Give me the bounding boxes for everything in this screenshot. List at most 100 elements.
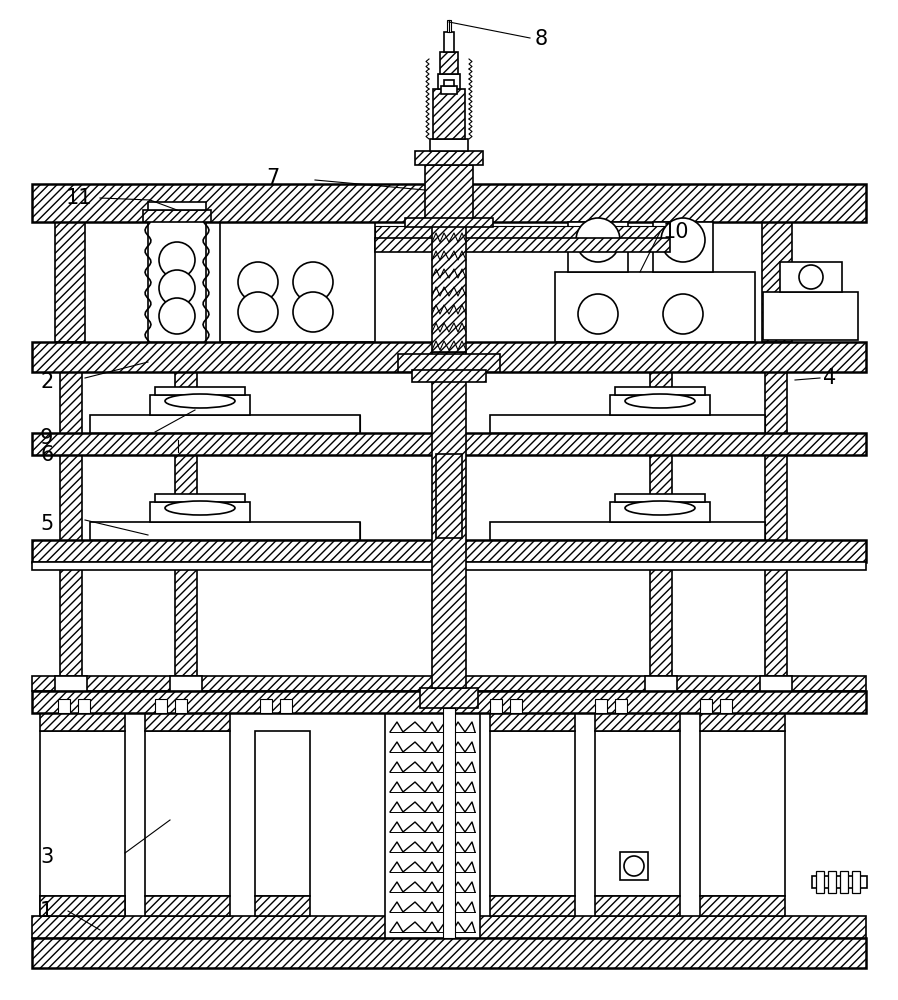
Circle shape bbox=[293, 292, 333, 332]
Text: 8: 8 bbox=[535, 29, 548, 49]
Bar bbox=[615, 699, 627, 713]
Bar bbox=[255, 731, 310, 896]
Bar bbox=[615, 387, 705, 395]
Bar bbox=[32, 184, 866, 222]
Bar bbox=[700, 896, 785, 916]
Bar bbox=[90, 415, 360, 433]
Bar bbox=[405, 218, 493, 227]
Bar bbox=[555, 272, 755, 342]
Bar bbox=[90, 522, 360, 540]
Bar bbox=[765, 366, 787, 676]
Text: 2: 2 bbox=[40, 372, 53, 392]
Circle shape bbox=[159, 242, 195, 278]
Bar bbox=[425, 165, 473, 220]
Text: 7: 7 bbox=[266, 168, 279, 188]
Bar bbox=[145, 896, 230, 916]
Bar bbox=[170, 676, 202, 691]
Bar bbox=[645, 676, 677, 691]
Bar bbox=[490, 522, 765, 540]
Bar bbox=[610, 502, 710, 522]
Bar bbox=[32, 540, 866, 562]
Bar bbox=[32, 938, 866, 968]
Bar bbox=[436, 454, 462, 538]
Bar bbox=[490, 731, 575, 896]
Bar bbox=[440, 52, 458, 74]
Bar bbox=[432, 220, 466, 352]
Bar bbox=[55, 676, 87, 691]
Bar bbox=[510, 699, 522, 713]
Bar bbox=[398, 354, 500, 372]
Bar bbox=[260, 699, 272, 713]
Bar bbox=[595, 896, 680, 916]
Text: 3: 3 bbox=[40, 847, 53, 867]
Bar bbox=[700, 713, 785, 731]
Bar bbox=[493, 731, 572, 896]
Ellipse shape bbox=[165, 501, 235, 515]
Ellipse shape bbox=[625, 394, 695, 408]
Circle shape bbox=[293, 262, 333, 302]
Bar bbox=[720, 699, 732, 713]
Circle shape bbox=[159, 270, 195, 306]
Bar bbox=[32, 342, 866, 372]
Bar bbox=[763, 292, 858, 340]
Bar bbox=[700, 731, 785, 896]
Bar bbox=[490, 415, 765, 433]
Bar bbox=[444, 32, 454, 52]
Circle shape bbox=[578, 294, 618, 334]
Circle shape bbox=[159, 298, 195, 334]
Bar bbox=[32, 433, 866, 455]
Bar bbox=[220, 220, 375, 342]
Bar bbox=[280, 699, 292, 713]
Bar bbox=[433, 89, 465, 139]
Bar bbox=[415, 151, 483, 165]
Text: 11: 11 bbox=[66, 188, 92, 208]
Bar bbox=[568, 222, 628, 272]
Bar bbox=[40, 896, 125, 916]
Bar bbox=[460, 916, 866, 938]
Text: 1: 1 bbox=[40, 901, 53, 921]
Bar bbox=[148, 220, 206, 342]
Bar bbox=[175, 699, 187, 713]
Bar bbox=[444, 80, 454, 86]
Bar bbox=[650, 366, 672, 676]
Bar bbox=[595, 699, 607, 713]
Bar bbox=[40, 896, 125, 916]
Bar bbox=[40, 713, 125, 731]
Bar bbox=[828, 871, 836, 893]
Bar bbox=[78, 699, 90, 713]
Bar bbox=[255, 896, 310, 916]
Bar bbox=[595, 731, 680, 896]
Bar bbox=[762, 222, 792, 342]
Text: 4: 4 bbox=[823, 368, 836, 388]
Bar bbox=[155, 699, 167, 713]
Text: 5: 5 bbox=[40, 514, 53, 534]
Bar bbox=[155, 494, 245, 502]
Bar bbox=[148, 731, 227, 896]
Bar bbox=[375, 238, 670, 252]
Bar bbox=[620, 852, 648, 880]
Circle shape bbox=[576, 218, 620, 262]
Circle shape bbox=[238, 292, 278, 332]
Bar bbox=[490, 699, 502, 713]
Bar bbox=[615, 494, 705, 502]
Bar bbox=[852, 871, 860, 893]
Bar bbox=[40, 731, 125, 896]
Bar bbox=[32, 916, 432, 938]
Bar bbox=[812, 876, 867, 888]
Bar bbox=[45, 731, 120, 896]
Bar bbox=[760, 676, 792, 691]
Bar bbox=[653, 222, 713, 272]
Bar bbox=[780, 262, 842, 292]
Bar bbox=[490, 415, 765, 433]
Bar bbox=[375, 226, 670, 238]
Text: 10: 10 bbox=[663, 222, 690, 242]
Text: 6: 6 bbox=[40, 445, 53, 465]
Bar bbox=[490, 522, 765, 540]
Bar bbox=[420, 688, 478, 708]
Bar bbox=[143, 210, 211, 222]
Bar bbox=[32, 691, 866, 713]
Bar bbox=[610, 395, 710, 415]
Circle shape bbox=[238, 262, 278, 302]
Bar bbox=[145, 713, 230, 731]
Bar bbox=[32, 562, 866, 570]
